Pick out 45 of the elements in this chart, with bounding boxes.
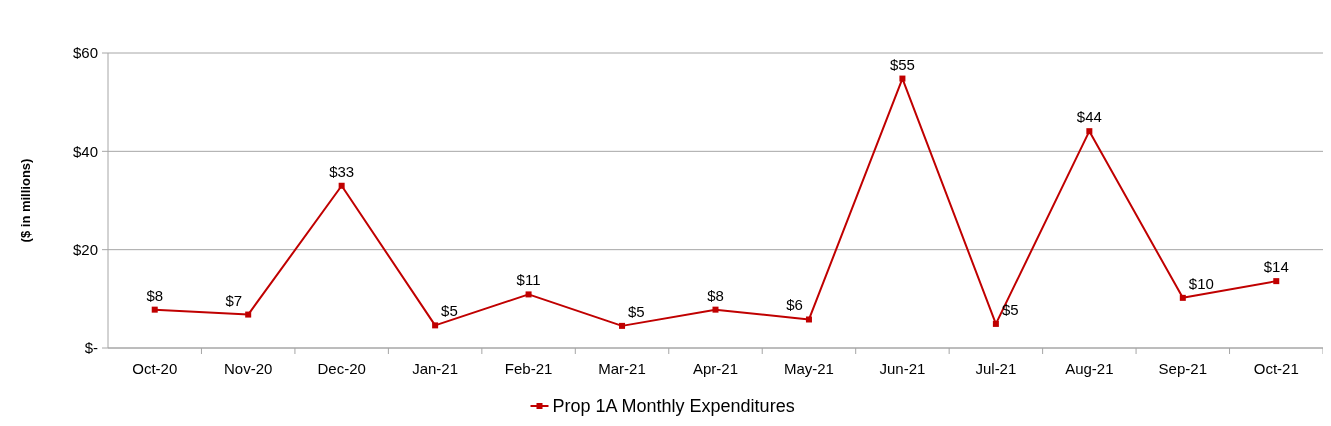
data-label: $7 [225, 291, 243, 309]
point [899, 75, 906, 82]
point [992, 320, 999, 327]
x-tick-label: Dec-20 [317, 360, 366, 377]
x-tick-label: Nov-20 [224, 360, 273, 377]
y-tick-label: $- [84, 339, 98, 357]
data-label: $14 [1263, 258, 1289, 276]
point [619, 322, 626, 329]
x-tick-label: Oct-21 [1253, 360, 1299, 377]
x-tick-label: Aug-21 [1065, 360, 1114, 377]
y-tick-label: $60 [72, 44, 98, 62]
x-tick-label: Jan-21 [412, 360, 459, 377]
x-tick-label: Sep-21 [1158, 360, 1207, 377]
x-tick-label: Jun-21 [879, 360, 926, 377]
data-label: $44 [1076, 108, 1102, 126]
point [525, 291, 532, 298]
point [712, 306, 719, 313]
x-tick-label: Jul-21 [975, 360, 1017, 377]
point [432, 322, 439, 329]
point [1273, 278, 1280, 285]
data-label: $55 [889, 55, 915, 73]
data-label: $6 [786, 296, 803, 314]
data-label: $5 [441, 302, 458, 320]
data-label: $33 [329, 162, 355, 180]
data-label: $8 [707, 286, 724, 304]
point [338, 182, 345, 189]
x-tick-label: May-21 [783, 360, 834, 377]
point [1086, 128, 1093, 135]
x-tick-label: Feb-21 [504, 360, 553, 377]
point [1179, 294, 1186, 301]
x-tick-label: Apr-21 [692, 360, 739, 377]
legend-label: Prop 1A Monthly Expenditures [552, 396, 795, 417]
x-tick-label: Oct-20 [132, 360, 178, 377]
data-label: $10 [1188, 274, 1214, 292]
y-axis-title: ($ in millions) [18, 158, 33, 243]
data-label: $8 [146, 286, 164, 304]
point [151, 306, 158, 313]
data-label: $5 [628, 302, 645, 320]
y-tick-label: $40 [72, 142, 98, 160]
y-tick-label: $20 [72, 240, 98, 258]
data-label: $11 [516, 271, 541, 289]
x-tick-label: Mar-21 [598, 360, 646, 377]
data-label: $5 [1001, 300, 1019, 318]
point [805, 316, 812, 323]
point [245, 311, 252, 318]
